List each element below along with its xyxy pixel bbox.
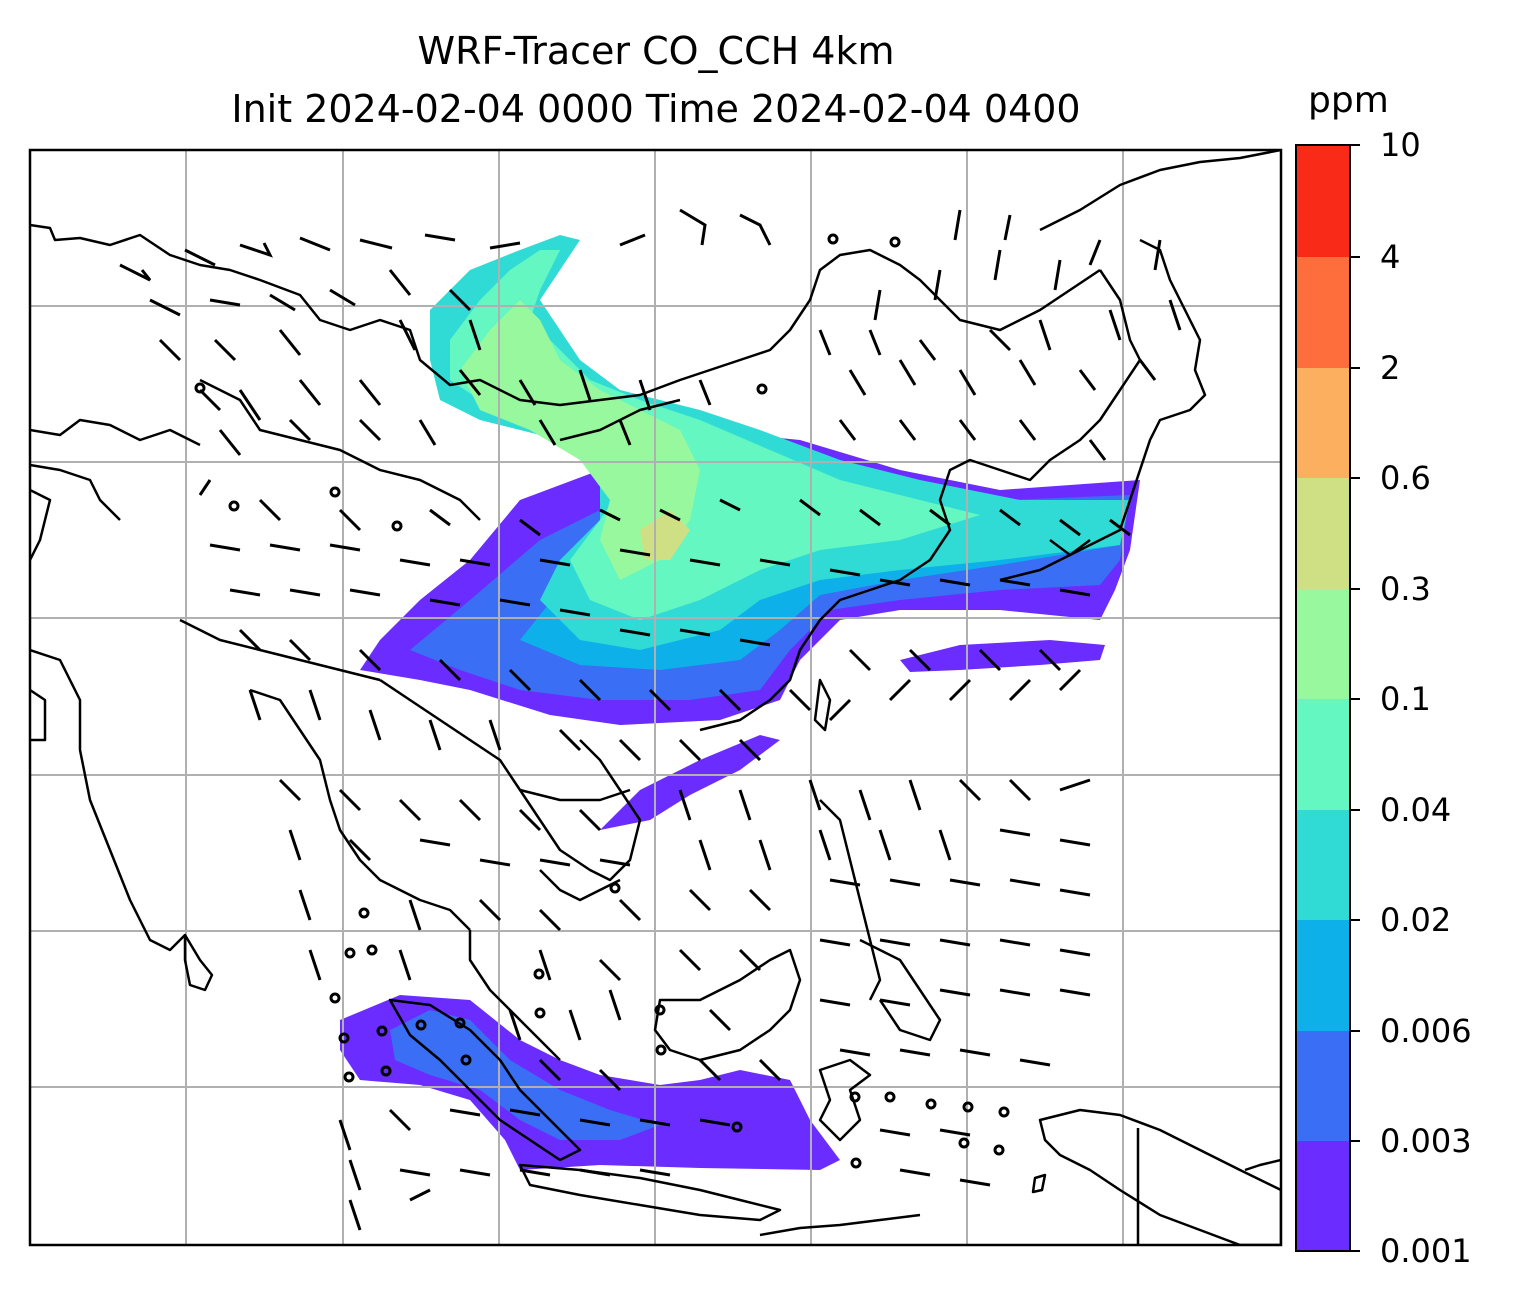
map-subtitle: Init 2024-02-04 0000 Time 2024-02-04 040… bbox=[231, 87, 1081, 131]
map-title: WRF-Tracer CO_CCH 4km bbox=[417, 29, 895, 73]
wind-barbs bbox=[119, 208, 1182, 1231]
colorbar-tick-label: 10 bbox=[1380, 126, 1421, 164]
colorbar-tick-label: 0.003 bbox=[1380, 1122, 1472, 1160]
tracer-plume-north bbox=[360, 235, 1140, 830]
colorbar-tick-label: 0.02 bbox=[1380, 901, 1452, 939]
colorbar-tick-label: 0.001 bbox=[1380, 1232, 1472, 1270]
gridlines bbox=[30, 150, 1281, 1245]
colorbar-tick-label: 4 bbox=[1380, 238, 1401, 276]
tracer-plume-south bbox=[340, 995, 840, 1170]
colorbar-tick-label: 0.3 bbox=[1380, 570, 1431, 608]
map-frame bbox=[28, 148, 1283, 1247]
colorbar-tick-label: 0.006 bbox=[1380, 1012, 1472, 1050]
colorbar-tick-label: 0.1 bbox=[1380, 680, 1431, 718]
colorbar-tick-label: 0.6 bbox=[1380, 459, 1431, 497]
colorbar bbox=[1295, 144, 1360, 1252]
colorbar-unit: ppm bbox=[1308, 80, 1389, 121]
calm-markers bbox=[194, 233, 1010, 1169]
colorbar-tick-label: 0.04 bbox=[1380, 791, 1452, 829]
colorbar-tick-label: 2 bbox=[1380, 349, 1401, 387]
